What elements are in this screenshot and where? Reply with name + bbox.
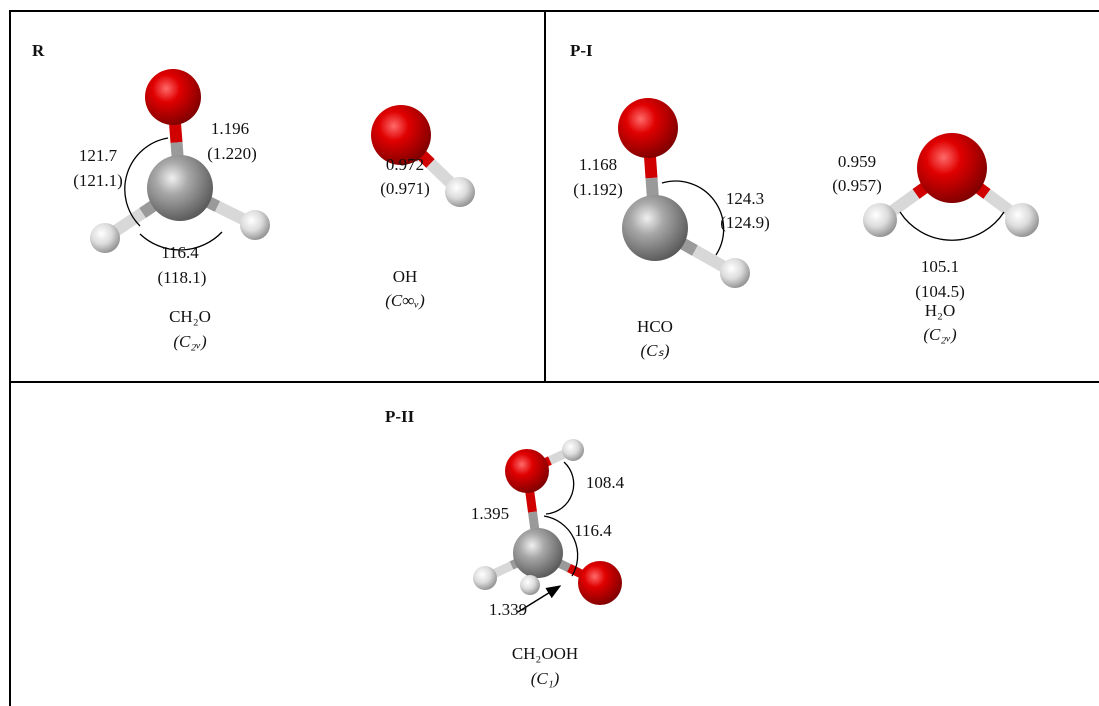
label: (Cₛ) (640, 341, 669, 360)
label: 1.339 (489, 600, 527, 619)
atom (720, 258, 750, 288)
label: 0.972 (386, 155, 424, 174)
atom (618, 98, 678, 158)
label: 0.959 (838, 152, 876, 171)
label: CH₂O (169, 307, 211, 326)
label: (C₂ᵥ) (173, 332, 207, 351)
label: 1.395 (471, 504, 509, 523)
atom (145, 69, 201, 125)
label: H₂O (925, 301, 955, 320)
label: (0.971) (380, 179, 430, 198)
label: 1.168 (579, 155, 617, 174)
atom (520, 575, 540, 595)
label: (1.192) (573, 180, 623, 199)
label: 116.4 (574, 521, 612, 540)
label: (1.220) (207, 144, 257, 163)
label: 116.4 (161, 243, 199, 262)
label: CH₂OOH (512, 644, 578, 663)
label: 108.4 (586, 473, 625, 492)
atom (473, 566, 497, 590)
atom (917, 133, 987, 203)
panel-title: P-II (385, 407, 415, 426)
angle-arc (900, 212, 1004, 240)
atom (147, 155, 213, 221)
atom (578, 561, 622, 605)
label: (104.5) (915, 282, 965, 301)
label: OH (393, 267, 418, 286)
atom (863, 203, 897, 237)
atom (505, 449, 549, 493)
panel-title: R (32, 41, 45, 60)
label: 1.196 (211, 119, 249, 138)
label: HCO (637, 317, 673, 336)
label: (124.9) (720, 213, 770, 232)
panel-title: P-I (570, 41, 593, 60)
atom (622, 195, 688, 261)
label: (C₂ᵥ) (923, 325, 957, 344)
label: (0.957) (832, 176, 882, 195)
atom (562, 439, 584, 461)
label: (118.1) (158, 268, 207, 287)
label: (C∞ᵥ) (385, 291, 425, 310)
label: 105.1 (921, 257, 959, 276)
label: 124.3 (726, 189, 764, 208)
angle-arc (546, 462, 574, 514)
label: (121.1) (73, 171, 123, 190)
label: (C₁) (531, 669, 560, 688)
atom (1005, 203, 1039, 237)
figure: R P-I P-II 1.196 (1.220) 121.7 (121.1) 116.4 (11… (0, 0, 1099, 706)
label: 121.7 (79, 146, 118, 165)
atom (240, 210, 270, 240)
atom (445, 177, 475, 207)
atom (90, 223, 120, 253)
atom (513, 528, 563, 578)
